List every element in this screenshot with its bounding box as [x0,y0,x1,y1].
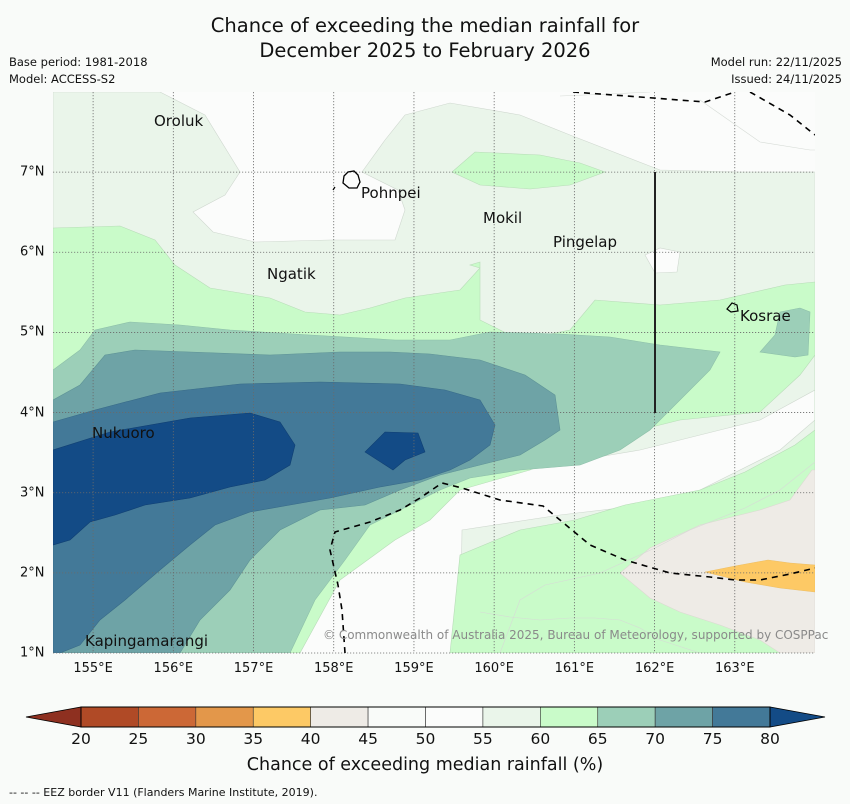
contour-line-ne [699,99,815,151]
colorbar-tick-label: 65 [587,730,608,748]
colorbar-bin-70-75 [654,706,713,728]
lat-tick-label: 4°N [20,405,45,421]
lat-tick-label: 5°N [20,324,45,340]
place-ngatik: Ngatik [267,265,316,283]
lat-tick-label: 1°N [20,645,45,661]
colorbar-bin-30-35 [195,706,254,728]
graticule [53,92,815,654]
colorbar-tick-label: 35 [243,730,264,748]
colorbar-tick-label: 60 [530,730,551,748]
lat-tick-label: 7°N [20,164,45,180]
chart-title-line1: Chance of exceeding the median rainfall … [210,14,640,37]
colorbar-bin-40-45 [310,706,369,728]
colorbar-tick-label: 70 [645,730,666,748]
lat-tick-label: 2°N [20,565,45,581]
eez-border [329,92,815,653]
place-nukuoro: Nukuoro [92,424,155,442]
colorbar-tick-label: 55 [473,730,493,748]
colorbar-tick-label: 40 [300,730,321,748]
colorbar-tick-label: 30 [185,730,206,748]
contour-45-50-pocket [644,247,681,274]
meta-left: Base period: 1981-2018 Model: ACCESS-S2 [9,54,148,88]
issued-date: Issued: 24/11/2025 [731,72,842,86]
colorbar-frame [80,706,771,728]
pohnpei-island-outline [342,170,361,189]
colorbar-extend-high [769,706,826,728]
lon-tick-label: 155°E [73,661,113,676]
place-pingelap: Pingelap [553,233,618,251]
chart-title-line2: December 2025 to February 2026 [259,39,591,62]
colorbar-bin-65-70 [597,706,656,728]
place-mokil: Mokil [483,209,523,227]
lon-tick-label: 161°E [554,661,595,676]
colorbar-tick-label: 25 [128,730,149,748]
eez-border-line-north [572,92,815,136]
model-run-date: Model run: 22/11/2025 [710,55,842,69]
colorbar-bin-20-25 [80,706,139,728]
kosrae-island-outline [726,302,739,313]
colorbar-tick-label: 20 [71,730,91,748]
lon-tick-label: 162°E [634,661,675,676]
colorbar-bin-55-60 [482,706,541,728]
colorbar-tick-label: 45 [358,730,378,748]
colorbar-bin-75-80 [712,706,771,728]
contour-40-45 [619,469,815,653]
eez-border-line-south [329,482,815,653]
colorbar [25,706,826,728]
meta-right: Model run: 22/11/2025 Issued: 24/11/2025 [711,54,842,88]
colorbar-bin-60-65 [540,706,599,728]
colorbar-tick-label: 80 [760,730,780,748]
colorbar-extend-low [25,706,82,728]
base-period: Base period: 1981-2018 [9,55,148,69]
colorbar-bin-25-30 [138,706,197,728]
lon-tick-label: 157°E [233,661,274,676]
place-kosrae: Kosrae [740,307,791,325]
copyright-notice: © Commonwealth of Australia 2025, Bureau… [323,628,829,642]
lat-tick-label: 3°N [20,485,45,501]
lon-tick-label: 156°E [153,661,194,676]
colorbar-bin-50-55 [425,706,484,728]
eez-footnote: -- -- -- EEZ border V11 (Flanders Marine… [9,786,318,799]
contour-line-50 [499,461,815,653]
place-pohnpei: Pohnpei [361,184,421,202]
contour-above-80-blob [364,431,426,471]
contour-line-50b [479,611,701,653]
colorbar-bin-35-40 [252,706,311,728]
lon-tick-label: 159°E [394,661,434,676]
contour-35-40 [704,559,815,593]
lon-tick-label: 163°E [715,661,755,676]
place-kapingamarangi: Kapingamarangi [85,632,209,650]
colorbar-tick-label: 50 [415,730,436,748]
lat-tick-label: 6°N [20,244,45,260]
model-name: Model: ACCESS-S2 [9,72,116,86]
colorbar-tick-label: 75 [702,730,723,748]
colorbar-label: Chance of exceeding median rainfall (%) [246,755,604,775]
contour-above-80 [53,412,296,546]
lon-tick-label: 158°E [313,661,354,676]
place-oroluk: Oroluk [154,112,204,130]
ant-atoll-mark [332,186,336,191]
lon-tick-label: 160°E [474,661,514,676]
contour-fills [53,92,815,653]
colorbar-bin-45-50 [367,706,426,728]
